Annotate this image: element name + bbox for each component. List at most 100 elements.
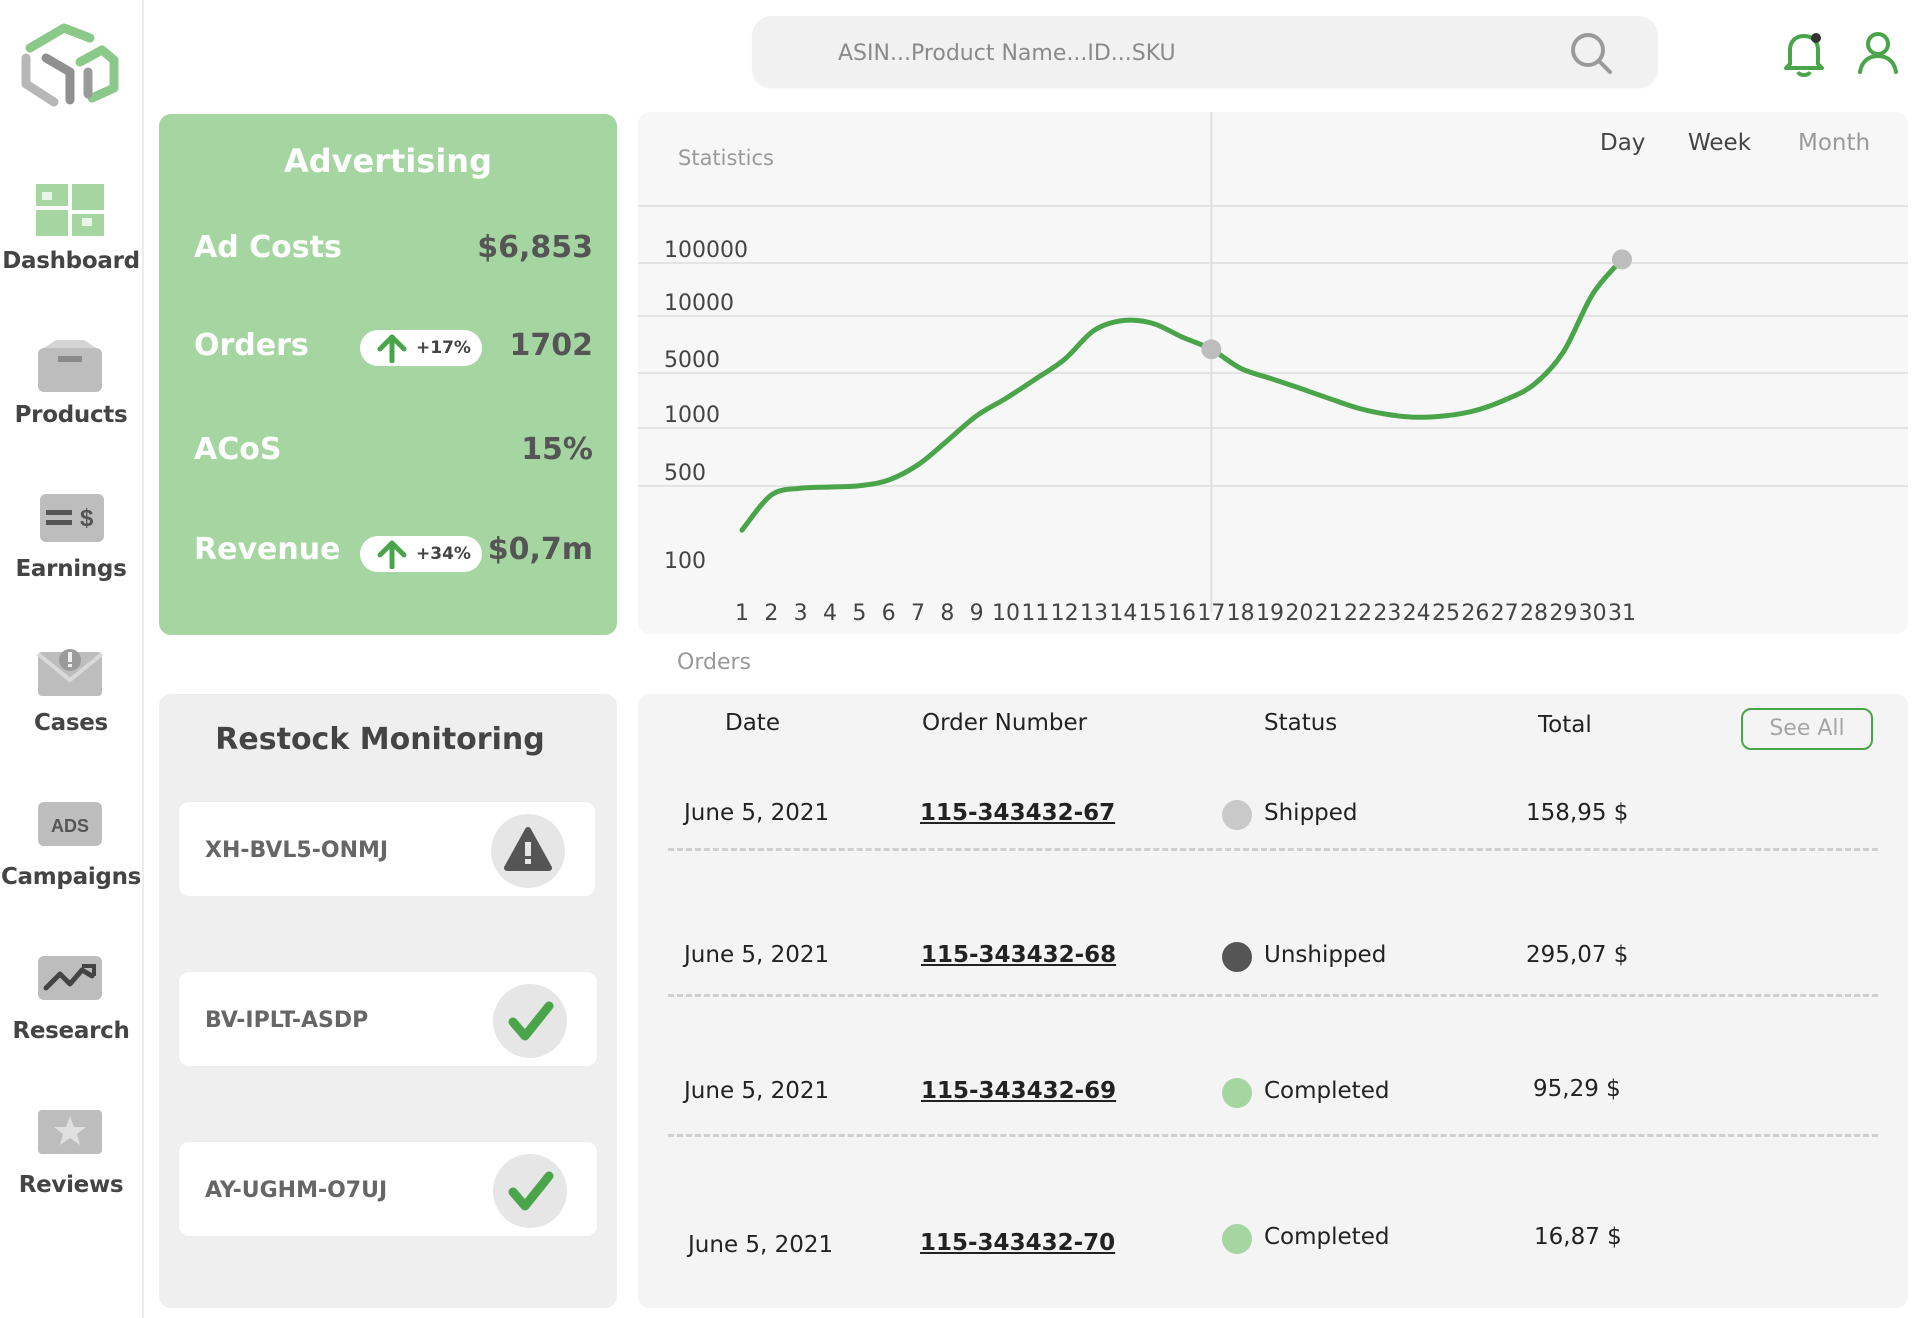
svg-text:ADS: ADS xyxy=(51,816,89,836)
x-tick-label: 10 xyxy=(992,601,1020,626)
bell-icon[interactable] xyxy=(1782,30,1826,78)
restock-item[interactable]: BV-IPLT-ASDP xyxy=(179,972,597,1066)
check-icon xyxy=(493,1154,567,1228)
restock-item[interactable]: XH-BVL5-ONMJ xyxy=(179,802,595,896)
search-input[interactable] xyxy=(836,34,1540,72)
revenue-change-text: +34% xyxy=(416,544,471,564)
x-tick-label: 6 xyxy=(882,601,896,626)
status-dot xyxy=(1222,1078,1252,1108)
restock-item[interactable]: AY-UGHM-O7UJ xyxy=(179,1142,597,1236)
restock-card: Restock Monitoring XH-BVL5-ONMJ BV-IPLT-… xyxy=(159,694,617,1308)
x-tick-label: 4 xyxy=(823,601,837,626)
sidebar-item-reviews[interactable]: Reviews xyxy=(0,1108,142,1204)
search-icon[interactable] xyxy=(1568,30,1614,76)
restock-sku: BV-IPLT-ASDP xyxy=(205,1008,369,1033)
order-total: 95,29 $ xyxy=(1533,1076,1621,1102)
sidebar-item-earnings[interactable]: $ Earnings xyxy=(0,492,142,588)
row-divider xyxy=(668,994,1878,997)
x-tick-label: 29 xyxy=(1549,601,1577,626)
orders-change-badge: +17% xyxy=(360,330,482,366)
column-header-date: Date xyxy=(725,710,780,736)
order-total: 295,07 $ xyxy=(1526,942,1629,968)
user-icon[interactable] xyxy=(1856,30,1900,76)
series-line xyxy=(739,256,1625,533)
order-number-link[interactable]: 115-343432-68 xyxy=(921,942,1117,968)
x-tick-label: 19 xyxy=(1256,601,1284,626)
orders-table: Date Order Number Status Total See All J… xyxy=(638,694,1908,1308)
x-tick-label: 17 xyxy=(1197,601,1225,626)
sidebar-item-cases[interactable]: Cases xyxy=(0,646,142,742)
revenue-change-badge: +34% xyxy=(360,536,482,572)
restock-sku: XH-BVL5-ONMJ xyxy=(205,838,389,863)
money-icon: $ xyxy=(40,494,104,542)
order-date: June 5, 2021 xyxy=(688,1232,834,1258)
data-point xyxy=(1201,339,1222,360)
status-badge: Completed xyxy=(1264,1078,1390,1104)
status-badge: Shipped xyxy=(1264,800,1358,826)
order-date: June 5, 2021 xyxy=(684,942,830,968)
order-total: 16,87 $ xyxy=(1534,1224,1622,1250)
sidebar-item-label: Dashboard xyxy=(2,248,140,274)
warning-icon xyxy=(491,814,565,888)
y-tick-label: 500 xyxy=(664,461,706,486)
x-tick-label: 27 xyxy=(1491,601,1519,626)
order-total: 158,95 $ xyxy=(1526,800,1629,826)
data-point xyxy=(1612,249,1632,270)
order-number-link[interactable]: 115-343432-70 xyxy=(920,1230,1116,1256)
order-number-link[interactable]: 115-343432-69 xyxy=(921,1078,1117,1104)
x-tick-label: 13 xyxy=(1080,601,1108,626)
x-tick-label: 26 xyxy=(1461,601,1489,626)
statistics-panel: 100000 10000 5000 1000 500 100 1 2 3 4 5 6 7 8 9 10 11 12… xyxy=(638,112,1908,634)
x-tick-label: 1 xyxy=(735,601,749,626)
x-tick-label: 9 xyxy=(970,601,984,626)
metric-label-ad-costs: Ad Costs xyxy=(194,230,342,265)
sidebar-item-research[interactable]: Research xyxy=(0,954,142,1050)
status-dot xyxy=(1222,800,1252,830)
status-badge: Completed xyxy=(1264,1224,1390,1250)
orders-change-text: +17% xyxy=(416,338,471,358)
y-tick-label: 5000 xyxy=(664,348,720,373)
metric-value-ad-costs: $6,853 xyxy=(477,230,593,265)
x-tick-label: 22 xyxy=(1344,601,1372,626)
x-tick-label: 3 xyxy=(794,601,808,626)
arrow-up-icon xyxy=(377,540,407,569)
x-tick-label: 2 xyxy=(764,601,778,626)
table-row: June 5, 2021 115-343432-69 Completed 95,… xyxy=(638,1072,1908,1162)
range-month-button[interactable]: Month xyxy=(1798,130,1871,156)
range-week-button[interactable]: Week xyxy=(1688,130,1752,156)
search-bar xyxy=(752,16,1658,88)
star-icon xyxy=(38,1110,102,1154)
dashboard-icon xyxy=(36,184,104,236)
x-tick-label: 14 xyxy=(1109,601,1137,626)
x-tick-label: 31 xyxy=(1608,601,1636,626)
orders-caption: Orders xyxy=(677,650,751,675)
metric-value-acos: 15% xyxy=(521,432,593,467)
column-header-status: Status xyxy=(1264,710,1338,736)
statistics-label: Statistics xyxy=(678,146,774,170)
advertising-card: Advertising Ad Costs $6,853 Orders +17% … xyxy=(159,114,617,635)
ads-icon: ADS xyxy=(38,802,102,846)
table-row: June 5, 2021 115-343432-67 Shipped 158,9… xyxy=(638,794,1908,884)
sidebar-item-label: Research xyxy=(12,1018,130,1044)
range-day-button[interactable]: Day xyxy=(1600,130,1646,156)
x-tick-label: 30 xyxy=(1579,601,1607,626)
metric-value-revenue: $0,7m xyxy=(487,532,593,567)
sidebar-item-label: Campaigns xyxy=(0,864,142,890)
status-dot xyxy=(1222,1224,1252,1254)
x-tick-label: 24 xyxy=(1403,601,1431,626)
sidebar-item-products[interactable]: Products xyxy=(0,338,142,434)
sidebar-item-dashboard[interactable]: Dashboard xyxy=(0,184,142,280)
logo-icon xyxy=(21,23,119,107)
order-date: June 5, 2021 xyxy=(684,1078,830,1104)
see-all-button[interactable]: See All xyxy=(1741,708,1873,750)
sidebar-item-label: Cases xyxy=(34,710,108,736)
svg-text:$: $ xyxy=(80,505,94,532)
table-row: June 5, 2021 115-343432-68 Unshipped 295… xyxy=(638,936,1908,1026)
envelope-alert-icon xyxy=(36,649,104,696)
status-dot xyxy=(1222,942,1252,972)
order-number-link[interactable]: 115-343432-67 xyxy=(920,800,1116,826)
sidebar-item-campaigns[interactable]: ADS Campaigns xyxy=(0,800,142,896)
x-tick-label: 7 xyxy=(911,601,925,626)
column-header-order-number: Order Number xyxy=(922,710,1088,736)
box-icon xyxy=(38,340,102,392)
